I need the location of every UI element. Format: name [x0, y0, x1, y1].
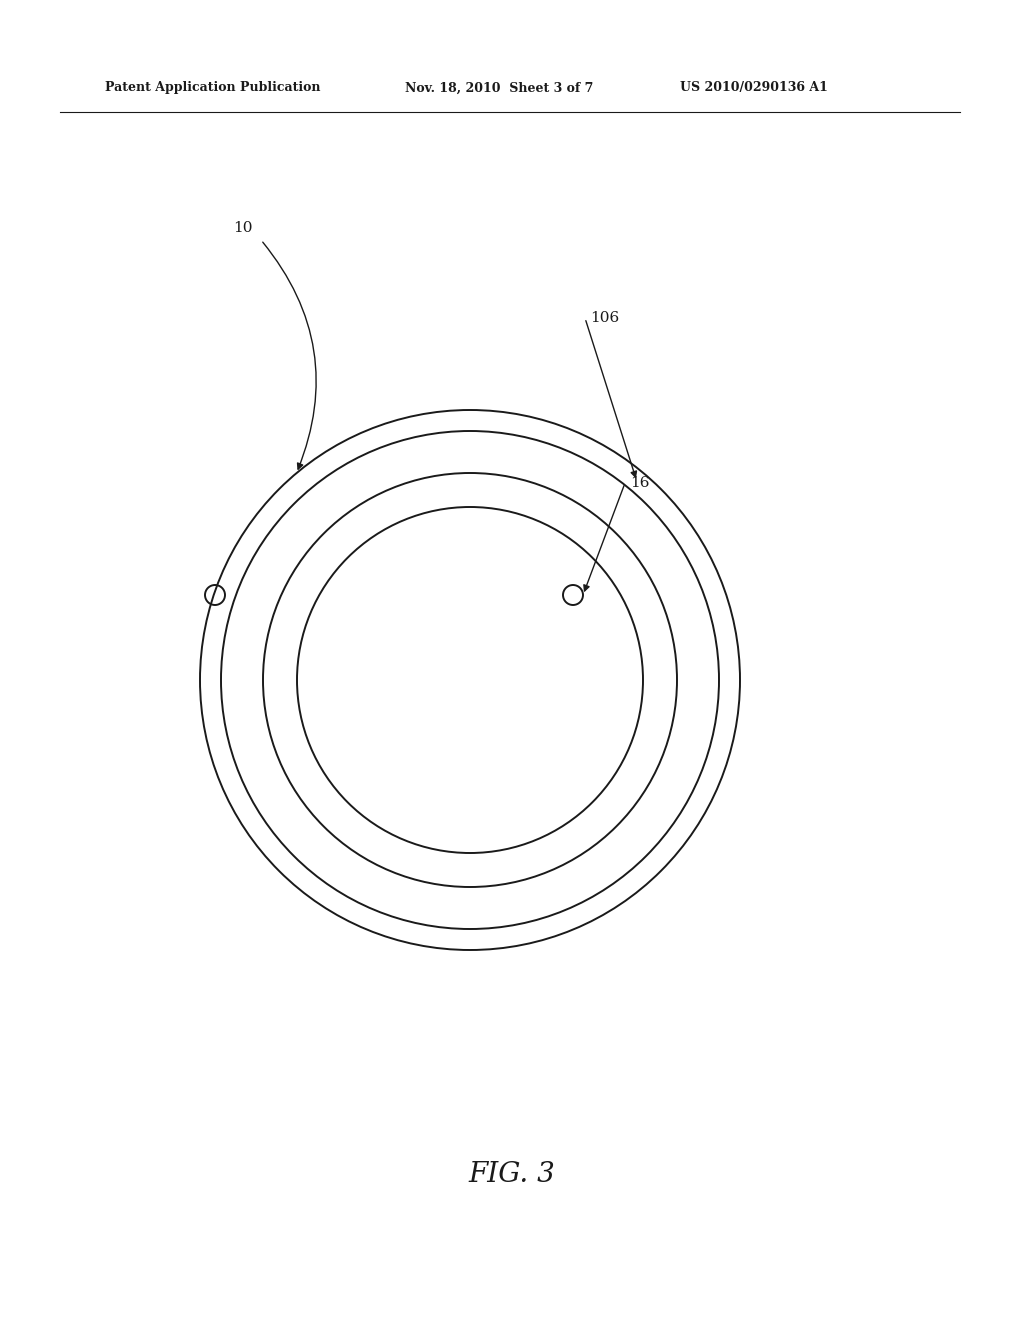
Text: FIG. 3: FIG. 3 [469, 1162, 555, 1188]
Text: 106: 106 [590, 312, 620, 325]
Text: Patent Application Publication: Patent Application Publication [105, 82, 321, 95]
Text: 16: 16 [630, 477, 649, 490]
Text: 10: 10 [233, 220, 253, 235]
Text: US 2010/0290136 A1: US 2010/0290136 A1 [680, 82, 827, 95]
Text: Nov. 18, 2010  Sheet 3 of 7: Nov. 18, 2010 Sheet 3 of 7 [406, 82, 593, 95]
